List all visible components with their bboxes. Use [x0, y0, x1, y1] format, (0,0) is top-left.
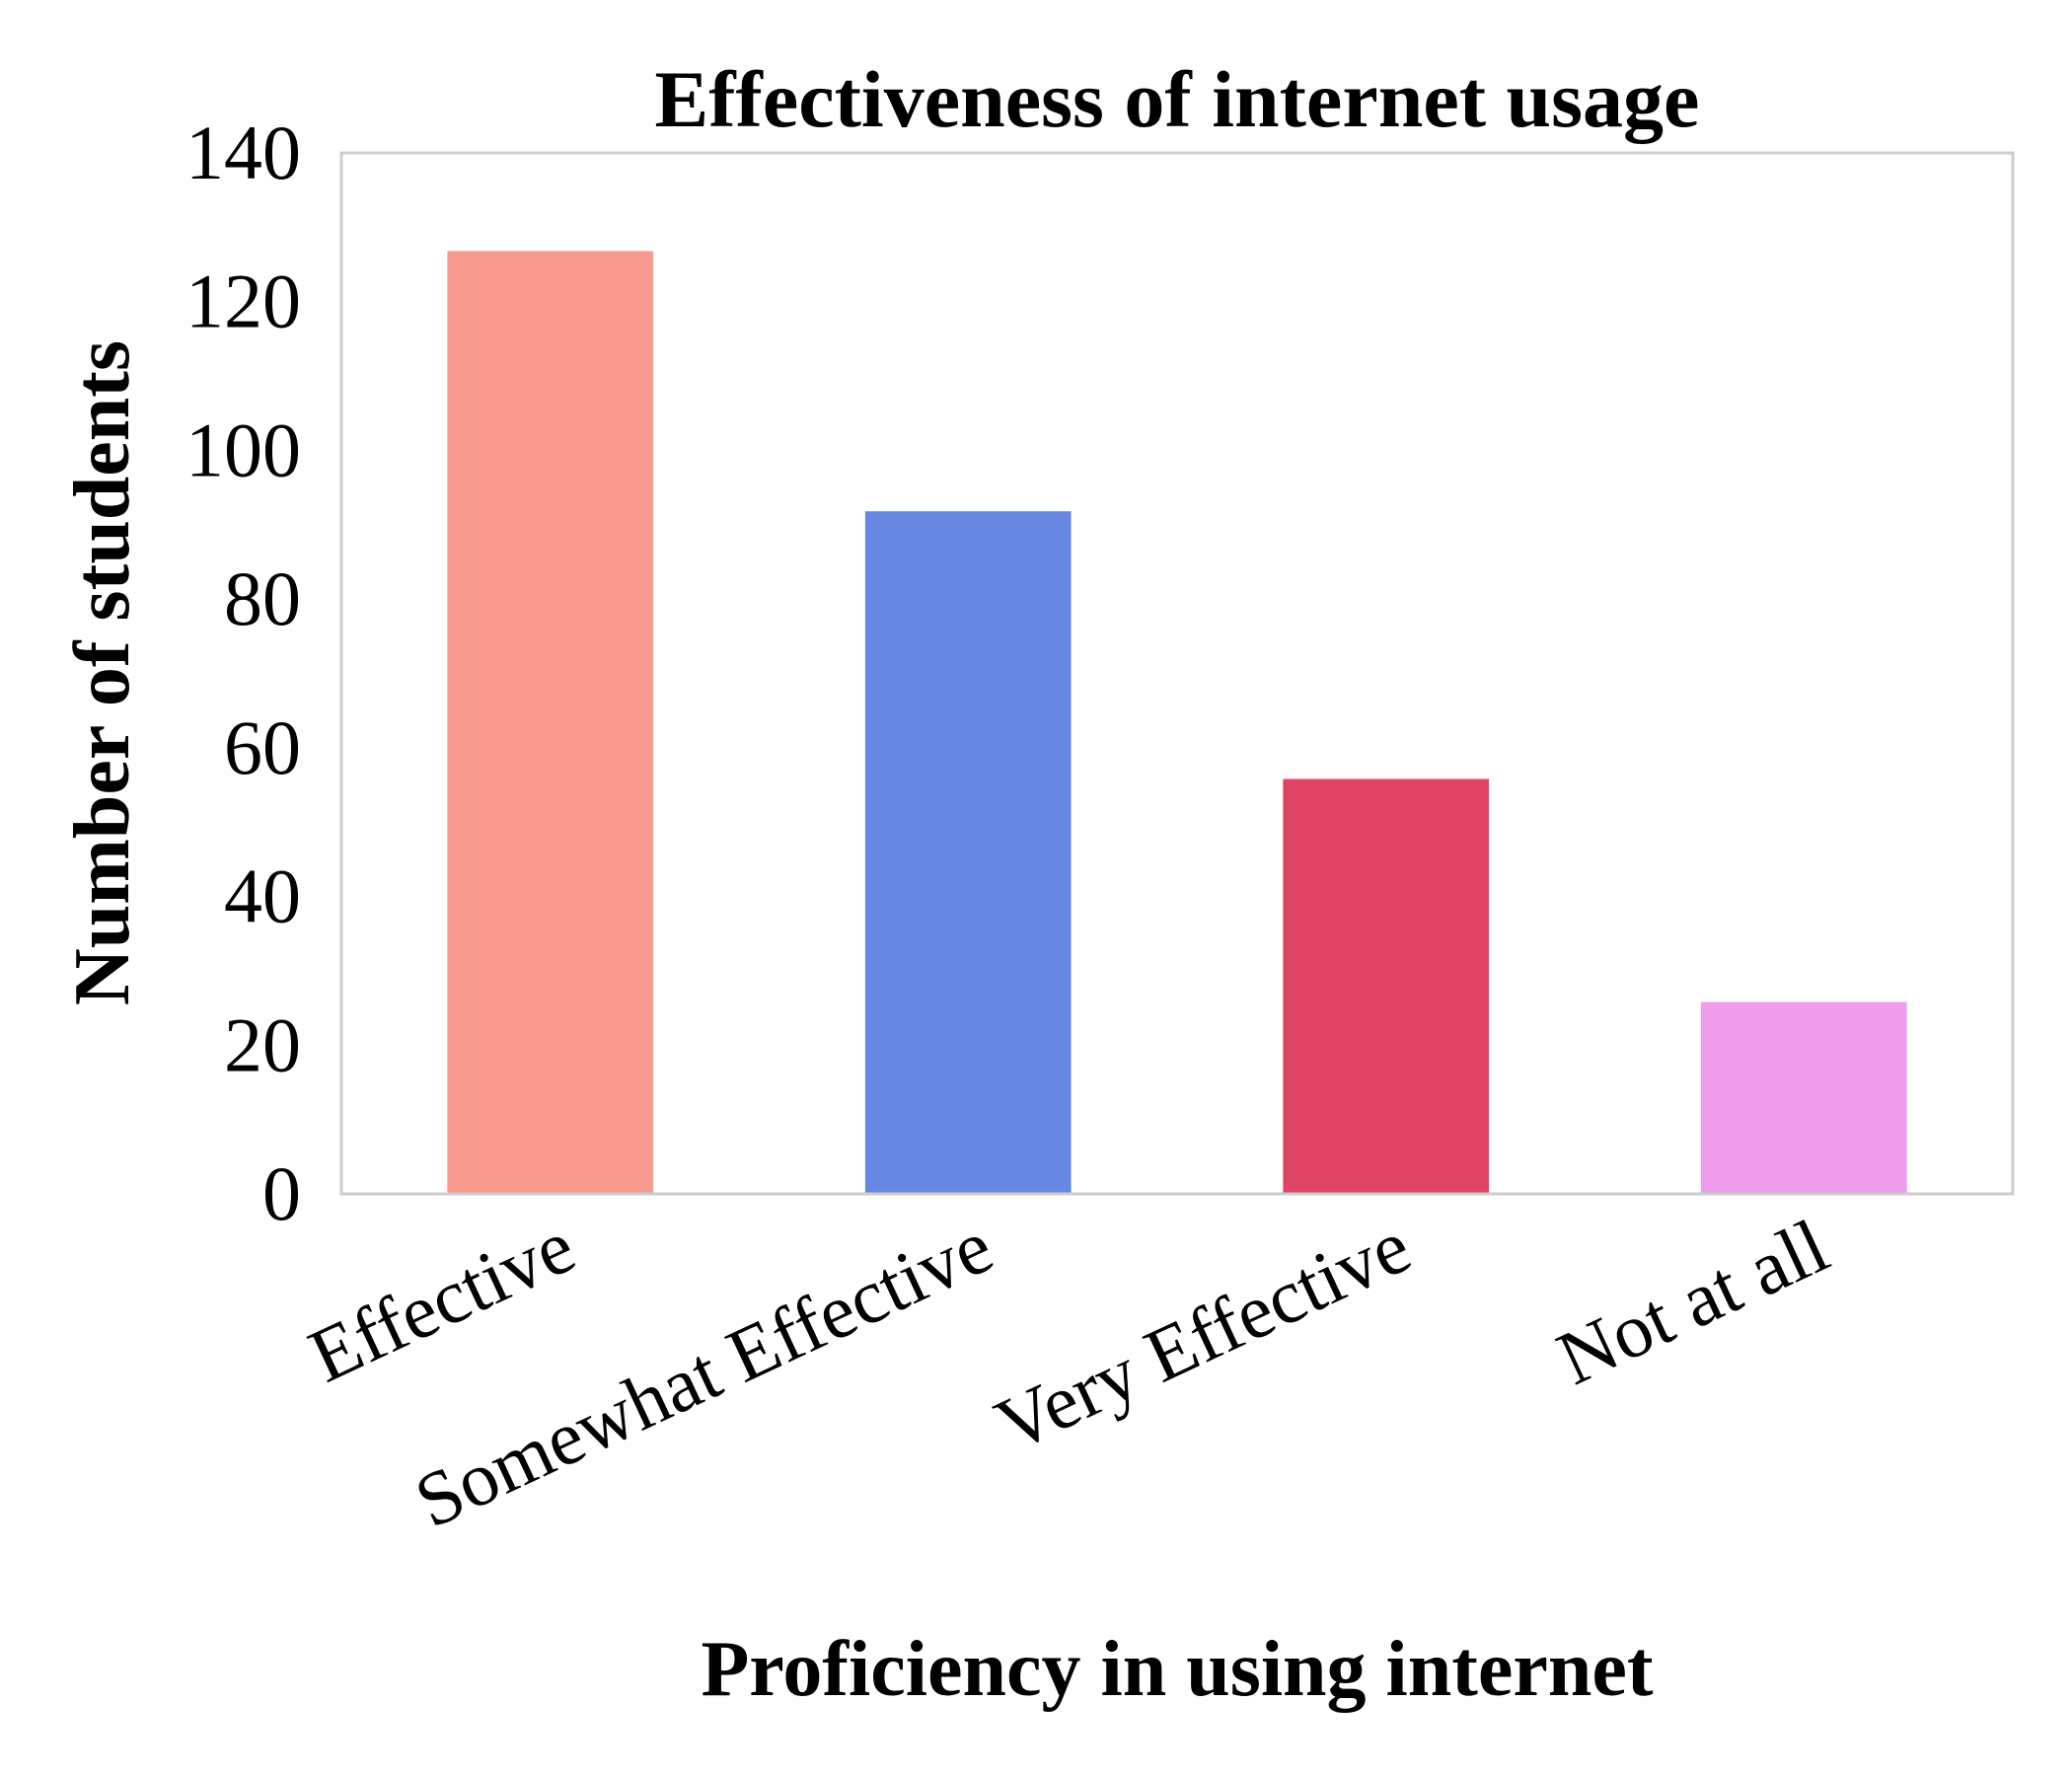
- y-tick-label: 0: [262, 1150, 301, 1236]
- chart-title: Effectiveness of internet usage: [655, 54, 1700, 144]
- y-tick-label: 80: [224, 555, 301, 641]
- x-axis-label: Proficiency in using internet: [701, 1626, 1653, 1713]
- y-axis-ticks: 0 20 40 60 80 100 120 140: [185, 110, 301, 1236]
- y-tick-label: 140: [185, 110, 301, 195]
- bar-not-at-all: [1697, 999, 1910, 1196]
- y-axis-label: Number of students: [59, 340, 146, 1005]
- x-tick-label: Not at all: [1545, 1203, 1841, 1402]
- y-tick-label: 100: [185, 407, 301, 492]
- y-tick-label: 20: [224, 1001, 301, 1087]
- bar-very-effective: [1280, 776, 1493, 1196]
- bar-effective: [444, 248, 657, 1196]
- plot-frame: [339, 151, 2015, 1196]
- y-tick-label: 60: [224, 704, 301, 790]
- x-tick-label: Very Effective: [983, 1203, 1423, 1469]
- y-tick-label: 40: [224, 853, 301, 939]
- x-tick-label: Effective: [296, 1203, 587, 1399]
- bar-somewhat-effective: [861, 508, 1074, 1196]
- y-tick-label: 120: [185, 259, 301, 344]
- bars: [444, 248, 1910, 1196]
